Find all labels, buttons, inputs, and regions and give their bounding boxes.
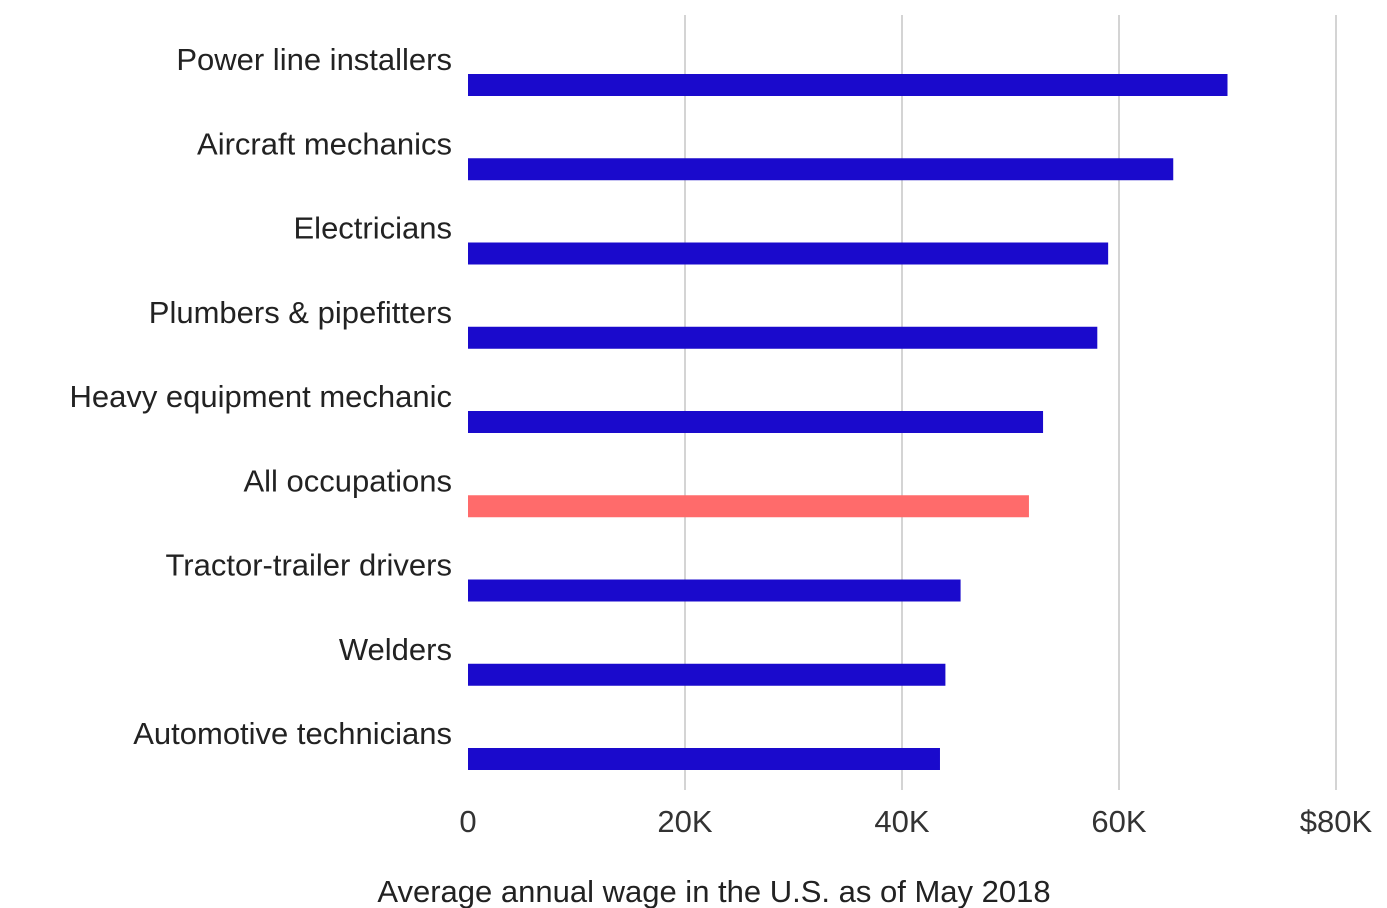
bar-highlight [468, 495, 1029, 518]
category-label: Electricians [294, 211, 453, 246]
x-tick-label: 60K [1091, 804, 1146, 839]
category-label: All occupations [243, 463, 452, 498]
category-label: Heavy equipment mechanic [69, 379, 452, 414]
x-tick-label: 40K [874, 804, 929, 839]
category-label: Aircraft mechanics [197, 126, 452, 161]
bar [468, 326, 1098, 349]
x-tick-label: 20K [657, 804, 712, 839]
x-tick-label: 0 [459, 804, 476, 839]
x-axis-ticks: 0 20K 40K 60K $80K [459, 804, 1372, 839]
category-label: Automotive technicians [133, 716, 452, 751]
category-label: Plumbers & pipefitters [149, 295, 452, 330]
category-label: Power line installers [176, 42, 452, 77]
x-tick-label: $80K [1300, 804, 1373, 839]
bar [468, 242, 1109, 265]
bar [468, 579, 961, 602]
category-labels: Power line installers Aircraft mechanics E… [69, 42, 452, 751]
bar [468, 663, 946, 686]
category-label: Tractor-trailer drivers [166, 548, 453, 583]
bar [468, 74, 1228, 96]
bar [468, 748, 940, 770]
bar [468, 411, 1044, 433]
category-label: Welders [339, 632, 452, 667]
gridlines [684, 15, 1337, 790]
x-axis-title: Average annual wage in the U.S. as of Ma… [377, 874, 1050, 908]
bars [468, 74, 1228, 770]
bar [468, 158, 1174, 181]
